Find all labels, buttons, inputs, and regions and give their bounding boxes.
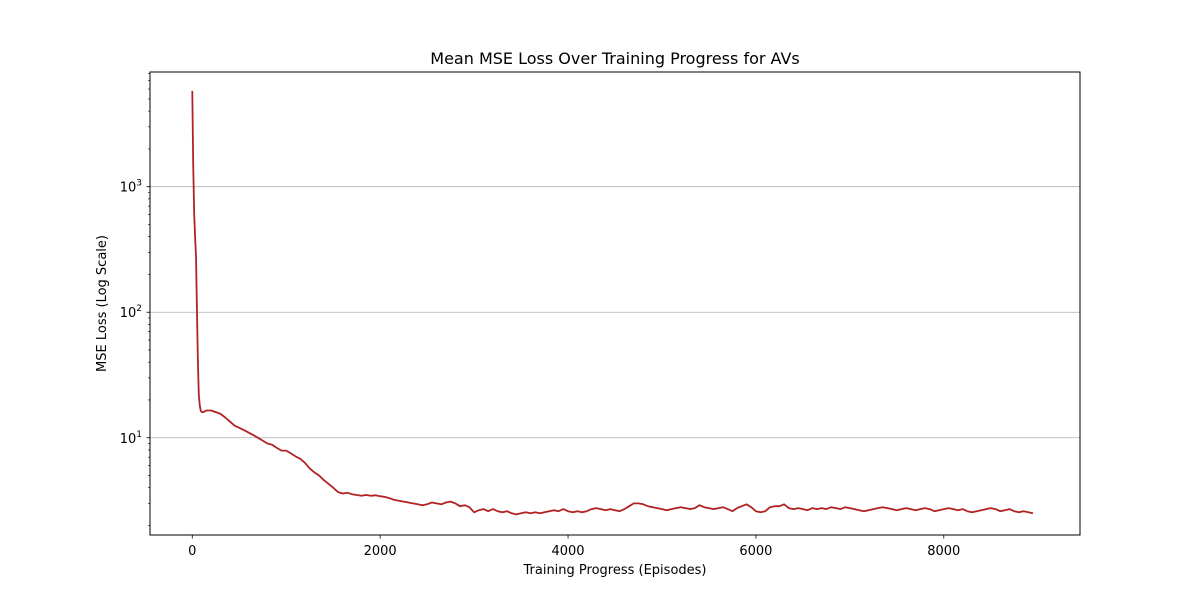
x-axis-ticks: 0 2000 4000 6000 8000	[188, 535, 960, 559]
x-tick-label: 0	[188, 544, 196, 559]
x-tick-label: 8000	[927, 544, 960, 559]
x-tick-label: 2000	[364, 544, 397, 559]
y-tick-label: 101	[120, 430, 142, 447]
chart-title: Mean MSE Loss Over Training Progress for…	[430, 49, 799, 68]
x-axis-label: Training Progress (Episodes)	[522, 563, 706, 578]
loss-series-line	[191, 90, 1034, 516]
y-tick-label: 103	[120, 179, 142, 196]
x-tick-label: 6000	[739, 544, 772, 559]
y-grid-lines	[150, 186, 1080, 439]
y-axis-ticks: 101 102 103	[120, 73, 150, 526]
plot-frame	[149, 71, 1081, 536]
x-tick-label: 4000	[551, 544, 584, 559]
y-tick-label: 102	[120, 304, 142, 321]
loss-line-layer	[191, 90, 1034, 516]
y-axis-label: MSE Loss (Log Scale)	[95, 235, 110, 372]
